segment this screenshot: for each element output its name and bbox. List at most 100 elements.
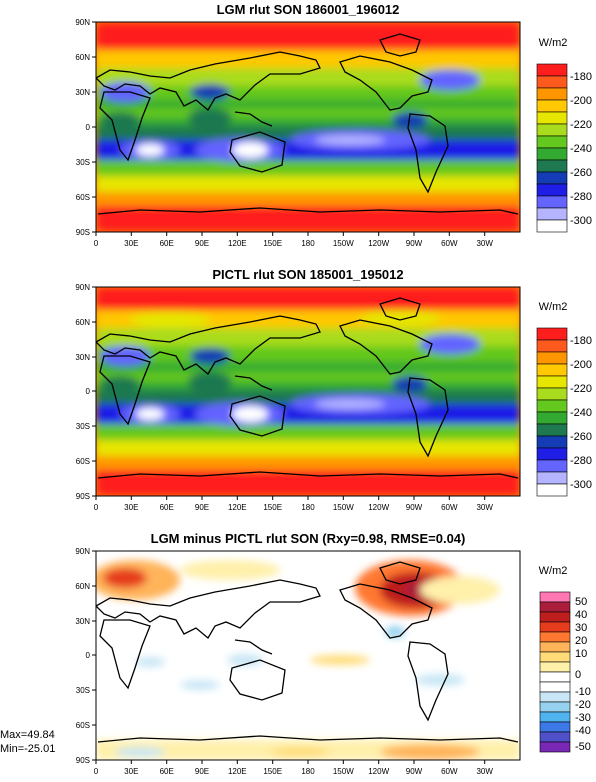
colorbar-box xyxy=(536,183,568,197)
panel-3-lon-tick: 150W xyxy=(333,767,354,776)
panel-2-colorbar-label: -240 xyxy=(570,407,592,419)
panel-2-lon-tick: 120E xyxy=(228,503,247,512)
colorbar-box xyxy=(539,601,571,613)
panel-3-lon-tick: 120W xyxy=(368,767,389,776)
colorbar-box xyxy=(539,691,571,703)
colorbar-box xyxy=(539,711,571,723)
panel-2-lon-tick: 30W xyxy=(476,503,493,512)
panel-3-lon-tick: 180 xyxy=(301,767,315,776)
panel-3-colorbar-label: -40 xyxy=(575,725,591,737)
colorbar-box xyxy=(539,631,571,643)
colorbar-box xyxy=(536,123,568,137)
max-stat-label: Max=49.84 xyxy=(0,729,55,741)
panel-3-units: W/m2 xyxy=(539,565,568,577)
panel-2-lat-tick: 60N xyxy=(75,318,90,327)
panel-2-colorbar-label: -200 xyxy=(570,359,592,371)
panel-3-lon-tick: 60E xyxy=(160,767,174,776)
colorbar-box xyxy=(539,731,571,743)
panel-1-lon-tick: 150E xyxy=(263,239,282,248)
colorbar-box xyxy=(536,435,568,449)
panel-2-title: PICTL rlut SON 185001_195012 xyxy=(212,267,403,282)
panel-1-lon-tick: 120W xyxy=(368,239,389,248)
panel-3-colorbar-label: 30 xyxy=(575,622,587,634)
panel-2: PICTL rlut SON 185001_195012 xyxy=(75,267,592,512)
panel-2-lat-tick: 60S xyxy=(76,457,90,466)
panel-3-lat-tick: 90S xyxy=(76,756,90,765)
panel-2-lon-tick: 0 xyxy=(94,503,99,512)
colorbar-box xyxy=(536,159,568,173)
panel-3-axis-ticks: 0 30E 60E 90E 120E 150E 180 150W 120W 90… xyxy=(75,547,493,776)
panel-2-lon-tick: 60E xyxy=(160,503,174,512)
panel-3-title: LGM minus PICTL rlut SON (Rxy=0.98, RMSE… xyxy=(151,531,466,546)
panel-3-colorbar-label: 20 xyxy=(575,635,587,647)
panel-3-lon-tick: 90W xyxy=(406,767,423,776)
panel-3-lat-tick: 30S xyxy=(76,686,90,695)
colorbar-box xyxy=(536,387,568,401)
colorbar-box xyxy=(536,447,568,461)
colorbar-box xyxy=(536,135,568,149)
panel-2-lat-tick: 90S xyxy=(76,492,90,501)
colorbar-box xyxy=(539,611,571,623)
colorbar-box xyxy=(536,327,568,341)
panel-1-lat-tick: 90S xyxy=(76,228,90,237)
panel-1: LGM rlut SON 186001_196012 xyxy=(75,2,592,248)
panel-3-colorbar-label: -30 xyxy=(575,712,591,724)
colorbar-box xyxy=(536,423,568,437)
panel-1-lon-tick: 180 xyxy=(301,239,315,248)
panel-3-lat-tick: 90N xyxy=(75,547,90,556)
panel-2-lon-tick: 120W xyxy=(368,503,389,512)
panel-1-lat-tick: 0 xyxy=(86,123,91,132)
panel-3-colorbar-label: -20 xyxy=(575,699,591,711)
panel-2-lat-tick: 0 xyxy=(86,387,91,396)
colorbar-box xyxy=(539,741,571,753)
colorbar-box xyxy=(539,701,571,713)
panel-2-lat-tick: 90N xyxy=(75,283,90,292)
panel-1-lon-tick: 90W xyxy=(406,239,423,248)
panel-3-colorbar-label: 40 xyxy=(575,609,587,621)
panel-3-lon-tick: 0 xyxy=(94,767,99,776)
panel-1-lon-tick: 60E xyxy=(160,239,174,248)
panel-1-field xyxy=(96,22,520,232)
panel-1-lon-tick: 0 xyxy=(94,239,99,248)
colorbar-box xyxy=(536,483,568,497)
panel-3-colorbar-label: 50 xyxy=(575,596,587,608)
colorbar-box xyxy=(536,99,568,113)
panel-1-colorbar: W/m2 -180 -200 -220 -240 -260 -280 -300 xyxy=(536,37,592,233)
colorbar-box xyxy=(539,721,571,733)
panel-2-lon-tick: 60W xyxy=(441,503,458,512)
panel-1-lon-tick: 150W xyxy=(333,239,354,248)
panel-1-colorbar-label: -300 xyxy=(570,215,592,227)
panel-3-field xyxy=(96,551,520,760)
panel-1-lon-tick: 30W xyxy=(476,239,493,248)
colorbar-box xyxy=(536,471,568,485)
panel-3-colorbar-label: 0 xyxy=(575,669,581,681)
panel-2-lon-tick: 180 xyxy=(301,503,315,512)
panel-1-units: W/m2 xyxy=(539,37,568,49)
colorbar-box xyxy=(536,63,568,77)
panel-1-lon-tick: 120E xyxy=(228,239,247,248)
panel-3-lat-tick: 0 xyxy=(86,651,91,660)
panel-2-colorbar-label: -180 xyxy=(570,335,592,347)
colorbar-box xyxy=(536,87,568,101)
panel-1-colorbar-label: -200 xyxy=(570,95,592,107)
panel-3: LGM minus PICTL rlut SON (Rxy=0.98, RMSE… xyxy=(75,531,591,776)
panel-3-colorbar-label: -50 xyxy=(575,741,591,753)
colorbar-box xyxy=(539,621,571,633)
panel-1-lat-tick: 90N xyxy=(75,18,90,27)
panel-2-lon-tick: 150W xyxy=(333,503,354,512)
panel-1-colorbar-label: -260 xyxy=(570,167,592,179)
panel-3-colorbar: W/m2 50 40 30 20 10 0 -10 -20 -30 xyxy=(539,565,591,753)
colorbar-box xyxy=(536,147,568,161)
panel-2-lat-tick: 30S xyxy=(76,422,90,431)
panel-2-field xyxy=(96,287,520,496)
panel-2-axis-ticks: 0 30E 60E 90E 120E 150E 180 150W 120W 90… xyxy=(75,283,493,512)
panel-3-lon-tick: 30W xyxy=(476,767,493,776)
panel-1-coastlines xyxy=(96,33,519,215)
panel-3-coastlines xyxy=(96,561,519,743)
panel-1-title: LGM rlut SON 186001_196012 xyxy=(217,2,400,17)
panel-2-colorbar-label: -300 xyxy=(570,479,592,491)
panel-3-lon-tick: 60W xyxy=(441,767,458,776)
panel-2-lon-tick: 30E xyxy=(124,503,138,512)
colorbar-box xyxy=(539,681,571,693)
